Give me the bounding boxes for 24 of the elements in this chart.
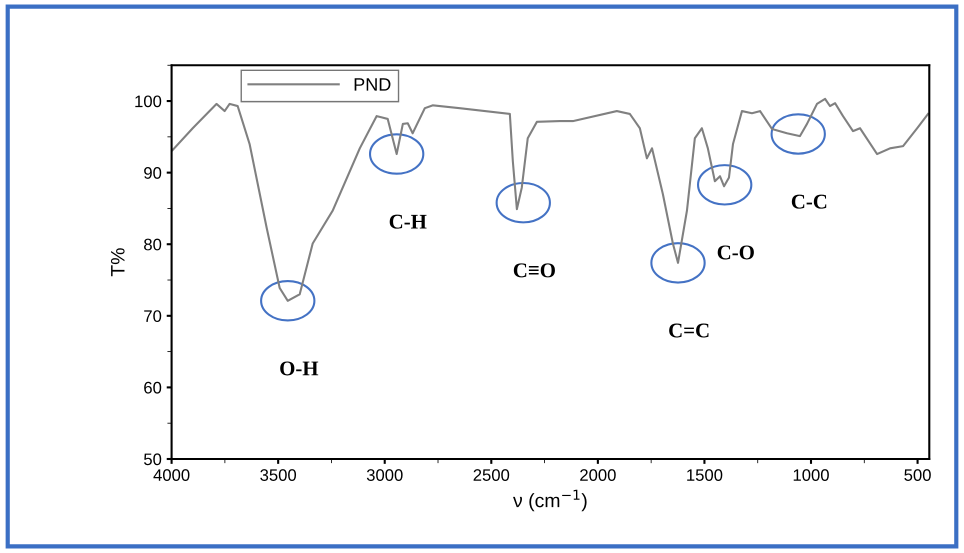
annotation: C≡O [514,263,555,278]
y-tick-label: 50 [144,453,162,466]
x-tick-label: 3000 [366,469,403,481]
annotation: C=C [669,323,709,338]
x-axis-title: ν (cm$^{−1}$) [513,490,587,512]
x-tick-label: 1500 [687,469,722,481]
annotation: C-H [390,214,427,229]
annotation: O-H [280,361,318,376]
annotation: C-C [792,194,826,209]
line-series [172,98,930,302]
annotation: C-O [718,245,754,260]
y-tick-label: 100 [135,95,162,108]
y-tick-label: 80 [144,238,162,250]
x-tick-label: 4000 [153,469,190,481]
x-tick-label: 2000 [580,469,616,481]
x-tick-label: 3500 [260,469,296,481]
y-tick-label: 90 [144,167,162,179]
x-tick-label: 500 [904,469,931,481]
y-tick-label: 70 [144,310,162,322]
x-tick-label: 2500 [474,469,510,481]
y-tick-label: 60 [144,382,162,394]
legend-label: PND [354,78,390,91]
y-axis-title: T% [110,248,125,276]
x-tick-label: 1000 [794,469,829,481]
